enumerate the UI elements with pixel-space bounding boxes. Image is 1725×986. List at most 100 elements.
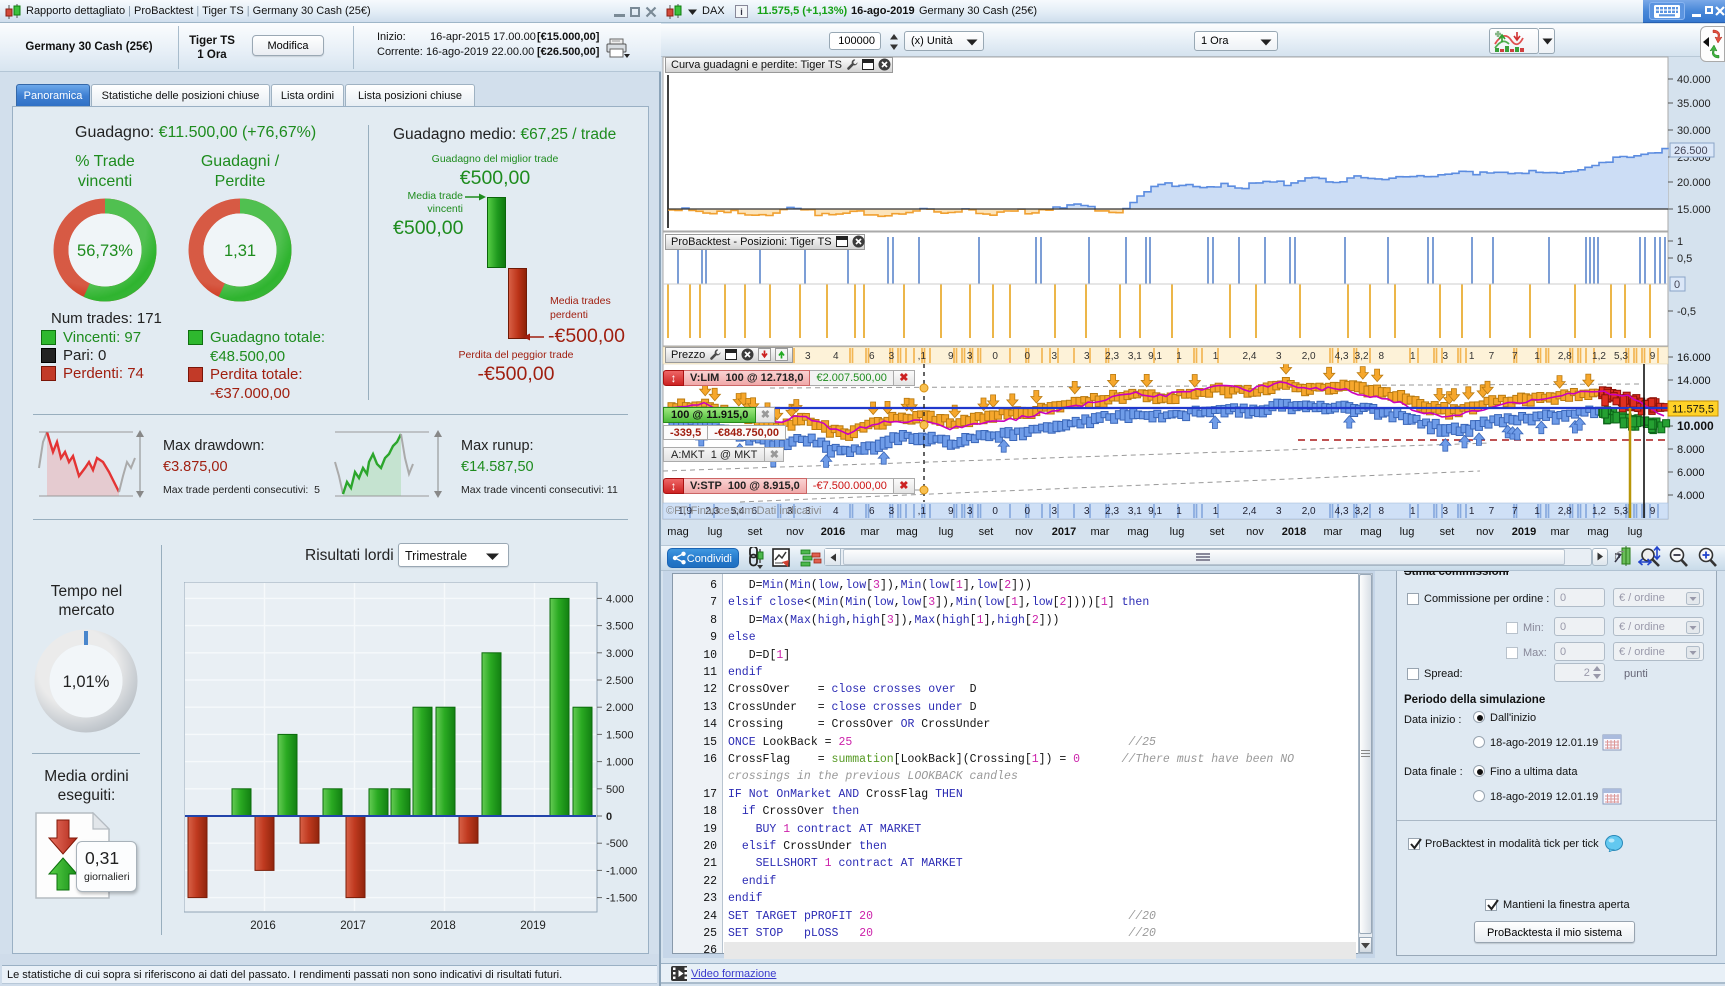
svg-text:1: 1	[1534, 351, 1540, 362]
svg-text:8: 8	[1378, 506, 1384, 517]
svg-text:1: 1	[1469, 506, 1475, 517]
svg-text:mag: mag	[1587, 526, 1608, 538]
svg-text:4.000: 4.000	[606, 593, 634, 605]
svg-text:3,1: 3,1	[1128, 351, 1142, 362]
svg-text:9,1: 9,1	[1148, 506, 1162, 517]
svg-text:lug: lug	[708, 526, 723, 538]
svg-text:4: 4	[833, 506, 839, 517]
svg-text:set: set	[1210, 526, 1225, 538]
svg-text:2,4: 2,4	[1243, 506, 1257, 517]
svg-text:3: 3	[1084, 351, 1090, 362]
svg-text:,1: ,1	[918, 506, 927, 517]
svg-text:mar: mar	[1551, 526, 1570, 538]
svg-text:3: 3	[1084, 506, 1090, 517]
svg-text:1: 1	[1534, 506, 1540, 517]
svg-text:8: 8	[1378, 351, 1384, 362]
svg-text:1: 1	[1469, 351, 1475, 362]
svg-text:2017: 2017	[1052, 526, 1076, 538]
svg-text:lug: lug	[1400, 526, 1415, 538]
svg-text:-1.500: -1.500	[606, 893, 637, 905]
svg-text:1,01%: 1,01%	[63, 673, 110, 691]
svg-text:1: 1	[1176, 351, 1182, 362]
svg-text:11.575,5: 11.575,5	[1672, 404, 1714, 416]
svg-text:0: 0	[992, 351, 998, 362]
svg-text:3: 3	[787, 506, 793, 517]
svg-text:30.000: 30.000	[1677, 125, 1711, 137]
svg-text:3: 3	[1442, 506, 1448, 517]
svg-text:4,3: 4,3	[1335, 506, 1349, 517]
svg-text:mar: mar	[1091, 526, 1110, 538]
svg-text:1: 1	[1677, 236, 1683, 248]
svg-text:0: 0	[992, 506, 998, 517]
svg-text:9: 9	[948, 351, 954, 362]
svg-text:2.000: 2.000	[606, 702, 634, 714]
svg-text:2016: 2016	[250, 920, 276, 932]
svg-text:3: 3	[1276, 351, 1282, 362]
svg-text:4: 4	[833, 351, 839, 362]
svg-text:©FT-Finance.com Dati indicati: ©FT-Finance.com Dati indicativi	[666, 505, 821, 517]
svg-text:3.000: 3.000	[606, 648, 634, 660]
svg-text:lug: lug	[939, 526, 954, 538]
svg-text:3: 3	[1276, 506, 1282, 517]
svg-text:7: 7	[1512, 506, 1518, 517]
svg-text:2,4: 2,4	[1243, 351, 1257, 362]
svg-text:3: 3	[805, 351, 811, 362]
svg-text:nov: nov	[1246, 526, 1264, 538]
svg-text:56,73%: 56,73%	[77, 242, 133, 260]
svg-text:3: 3	[967, 506, 973, 517]
svg-text:1,2: 1,2	[1592, 351, 1606, 362]
svg-text:set: set	[1440, 526, 1455, 538]
svg-text:7: 7	[1489, 351, 1495, 362]
svg-text:9: 9	[1650, 506, 1656, 517]
svg-text:500: 500	[606, 784, 624, 796]
svg-text:7: 7	[1512, 351, 1518, 362]
svg-text:1.500: 1.500	[606, 729, 634, 741]
svg-text:0,5: 0,5	[1677, 253, 1692, 265]
svg-text:2,0: 2,0	[1302, 506, 1316, 517]
svg-text:4.000: 4.000	[1677, 490, 1705, 502]
svg-text:5,3: 5,3	[1614, 506, 1628, 517]
svg-text:1: 1	[1213, 351, 1219, 362]
svg-text:3: 3	[967, 351, 973, 362]
svg-text:set: set	[979, 526, 994, 538]
svg-text:mag: mag	[896, 526, 917, 538]
svg-text:2019: 2019	[520, 920, 546, 932]
svg-text:3.500: 3.500	[606, 621, 634, 633]
svg-text:3,1: 3,1	[1128, 506, 1142, 517]
svg-text:6: 6	[751, 506, 757, 517]
svg-text:2018: 2018	[1282, 526, 1306, 538]
svg-text:6: 6	[869, 351, 875, 362]
svg-text:26.500: 26.500	[1674, 145, 1708, 157]
svg-text:3: 3	[889, 506, 895, 517]
svg-text:5,4: 5,4	[731, 506, 745, 517]
svg-text:mar: mar	[861, 526, 880, 538]
svg-text:6: 6	[869, 506, 875, 517]
svg-text:1: 1	[1410, 506, 1416, 517]
svg-text:1,31: 1,31	[224, 242, 256, 260]
svg-text:9,1: 9,1	[1148, 351, 1162, 362]
svg-text:1.000: 1.000	[606, 757, 634, 769]
svg-text:mag: mag	[667, 526, 688, 538]
svg-text:3: 3	[889, 351, 895, 362]
svg-text:4,3: 4,3	[1335, 351, 1349, 362]
svg-text:1: 1	[1410, 351, 1416, 362]
svg-text:lug: lug	[1170, 526, 1185, 538]
svg-text:0: 0	[606, 811, 612, 823]
svg-text:set: set	[748, 526, 763, 538]
svg-text:-500: -500	[606, 838, 628, 850]
svg-text:2019: 2019	[1512, 526, 1536, 538]
svg-text:15.000: 15.000	[1677, 204, 1711, 216]
svg-text:2016: 2016	[821, 526, 845, 538]
svg-text:3: 3	[805, 506, 811, 517]
svg-text:3: 3	[1052, 351, 1058, 362]
svg-text:8.000: 8.000	[1677, 444, 1705, 456]
svg-text:40.000: 40.000	[1677, 74, 1711, 86]
svg-text:35.000: 35.000	[1677, 98, 1711, 110]
svg-text:mag: mag	[1127, 526, 1148, 538]
svg-text:-0,5: -0,5	[1677, 306, 1696, 318]
svg-text:2,8: 2,8	[1558, 351, 1572, 362]
svg-text:3: 3	[1442, 351, 1448, 362]
svg-text:2.500: 2.500	[606, 675, 634, 687]
svg-text:0: 0	[1024, 506, 1030, 517]
svg-text:16.000: 16.000	[1677, 352, 1711, 364]
